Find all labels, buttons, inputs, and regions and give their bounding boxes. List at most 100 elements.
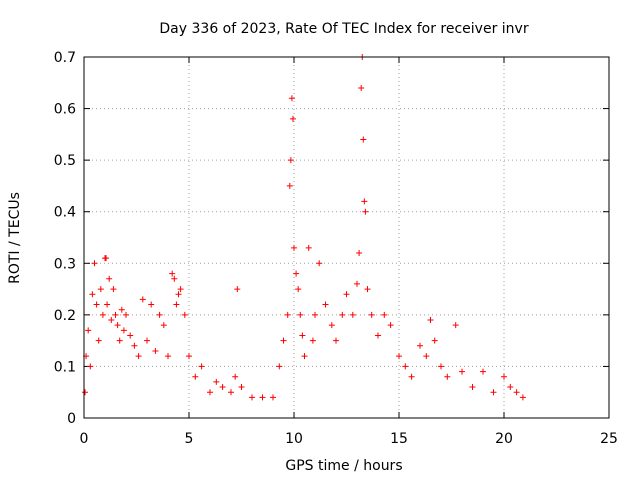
data-point — [291, 244, 297, 251]
y-tick-label: 0 — [67, 411, 76, 427]
data-point — [160, 322, 167, 329]
data-point — [513, 389, 520, 396]
data-point — [95, 337, 102, 344]
data-point — [276, 363, 283, 370]
data-point — [99, 311, 106, 318]
data-point — [354, 280, 360, 287]
data-point — [97, 286, 104, 293]
data-point — [289, 115, 296, 122]
data-point — [108, 317, 115, 324]
data-point — [171, 275, 178, 282]
data-point — [286, 182, 293, 189]
data-point — [89, 291, 96, 298]
data-point — [360, 136, 367, 143]
data-point — [417, 342, 423, 349]
data-point — [438, 363, 444, 370]
data-point — [112, 311, 119, 318]
data-point — [316, 260, 323, 267]
data-point — [234, 286, 241, 293]
data-point — [312, 311, 318, 318]
data-point — [192, 373, 199, 380]
data-point — [297, 311, 304, 318]
data-point — [284, 311, 291, 318]
data-point — [362, 208, 369, 215]
data-point — [280, 337, 287, 344]
x-tick-label: 5 — [185, 431, 194, 447]
data-point — [238, 384, 245, 391]
data-point — [288, 95, 295, 102]
data-point — [82, 389, 89, 396]
data-point — [375, 332, 381, 339]
data-point — [91, 260, 98, 267]
data-point — [309, 337, 316, 344]
data-point — [408, 373, 415, 380]
data-point — [301, 353, 308, 360]
data-point — [106, 275, 113, 282]
y-tick-label: 0.6 — [54, 102, 76, 118]
data-point — [293, 270, 300, 277]
data-point — [459, 368, 465, 375]
data-point — [328, 322, 335, 329]
data-point — [232, 373, 239, 380]
data-point — [295, 286, 302, 293]
data-point — [103, 255, 110, 262]
data-point — [480, 368, 486, 375]
data-point — [139, 296, 146, 303]
x-ticks: 0 5 10 15 20 25 — [80, 57, 618, 447]
data-point — [169, 270, 176, 277]
x-tick-label: 0 — [80, 431, 89, 447]
data-point — [270, 394, 276, 401]
data-point — [165, 353, 171, 360]
x-tick-label: 15 — [390, 431, 408, 447]
data-point — [118, 306, 125, 313]
data-point — [427, 317, 434, 324]
data-point — [148, 301, 155, 308]
data-point — [249, 394, 255, 401]
data-point — [356, 249, 363, 256]
data-point — [123, 311, 129, 318]
data-point — [175, 291, 182, 298]
data-point — [287, 157, 294, 164]
data-point — [259, 394, 266, 401]
data-point — [490, 389, 497, 396]
y-tick-label: 0.1 — [54, 359, 76, 375]
data-point — [131, 342, 138, 349]
x-axis-label: GPS time / hours — [285, 458, 402, 474]
grid — [84, 57, 609, 418]
data-point — [93, 301, 100, 308]
y-ticks: 0 0.1 0.2 0.3 0.4 0.5 0.6 0.7 — [54, 50, 609, 427]
data-point — [177, 286, 184, 293]
data-point — [198, 363, 205, 370]
data-point — [186, 353, 192, 360]
x-tick-label: 20 — [495, 431, 513, 447]
data-point — [339, 311, 346, 318]
data-point — [381, 311, 388, 318]
data-point — [152, 347, 159, 354]
data-point — [507, 384, 514, 391]
data-point — [333, 337, 339, 344]
data-point — [402, 363, 409, 370]
y-tick-label: 0.5 — [54, 153, 76, 169]
data-point — [110, 286, 117, 293]
x-tick-label: 25 — [600, 431, 618, 447]
data-points — [82, 54, 526, 401]
data-point — [181, 311, 188, 318]
data-point — [144, 337, 150, 344]
y-axis-label: ROTI / TECUs — [7, 192, 23, 284]
data-point — [364, 286, 371, 293]
data-point — [173, 301, 180, 308]
data-point — [387, 322, 394, 329]
data-point — [120, 327, 127, 334]
data-point — [469, 384, 476, 391]
data-point — [135, 353, 142, 360]
data-point — [219, 384, 226, 391]
data-point — [361, 198, 368, 205]
data-point — [396, 353, 402, 360]
data-point — [452, 322, 459, 329]
data-point — [85, 327, 92, 334]
data-point — [127, 332, 134, 339]
data-point — [114, 322, 121, 329]
y-tick-label: 0.4 — [54, 205, 76, 221]
data-point — [322, 301, 329, 308]
